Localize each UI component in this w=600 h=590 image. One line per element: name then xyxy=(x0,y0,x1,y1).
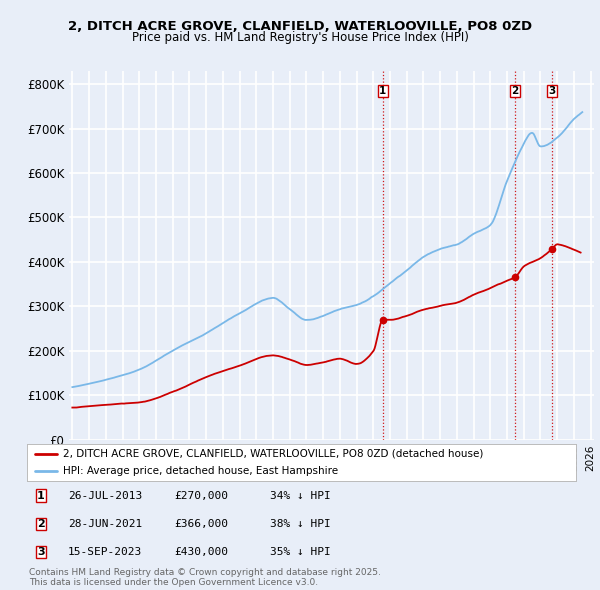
Text: 2, DITCH ACRE GROVE, CLANFIELD, WATERLOOVILLE, PO8 0ZD (detached house): 2, DITCH ACRE GROVE, CLANFIELD, WATERLOO… xyxy=(62,449,483,459)
Text: 2: 2 xyxy=(512,86,519,96)
Text: 34% ↓ HPI: 34% ↓ HPI xyxy=(269,491,331,500)
Text: 28-JUN-2021: 28-JUN-2021 xyxy=(68,519,142,529)
Text: Contains HM Land Registry data © Crown copyright and database right 2025.
This d: Contains HM Land Registry data © Crown c… xyxy=(29,568,380,587)
Text: 26-JUL-2013: 26-JUL-2013 xyxy=(68,491,142,500)
Text: 2, DITCH ACRE GROVE, CLANFIELD, WATERLOOVILLE, PO8 0ZD: 2, DITCH ACRE GROVE, CLANFIELD, WATERLOO… xyxy=(68,20,532,33)
Text: 2: 2 xyxy=(37,519,44,529)
Text: 3: 3 xyxy=(549,86,556,96)
Text: 3: 3 xyxy=(37,548,44,557)
Text: £430,000: £430,000 xyxy=(174,548,228,557)
Text: Price paid vs. HM Land Registry's House Price Index (HPI): Price paid vs. HM Land Registry's House … xyxy=(131,31,469,44)
Text: £270,000: £270,000 xyxy=(174,491,228,500)
Text: 35% ↓ HPI: 35% ↓ HPI xyxy=(269,548,331,557)
Text: £366,000: £366,000 xyxy=(174,519,228,529)
Text: HPI: Average price, detached house, East Hampshire: HPI: Average price, detached house, East… xyxy=(62,466,338,476)
Text: 1: 1 xyxy=(379,86,386,96)
Text: 15-SEP-2023: 15-SEP-2023 xyxy=(68,548,142,557)
Text: 38% ↓ HPI: 38% ↓ HPI xyxy=(269,519,331,529)
Text: 1: 1 xyxy=(37,491,44,500)
